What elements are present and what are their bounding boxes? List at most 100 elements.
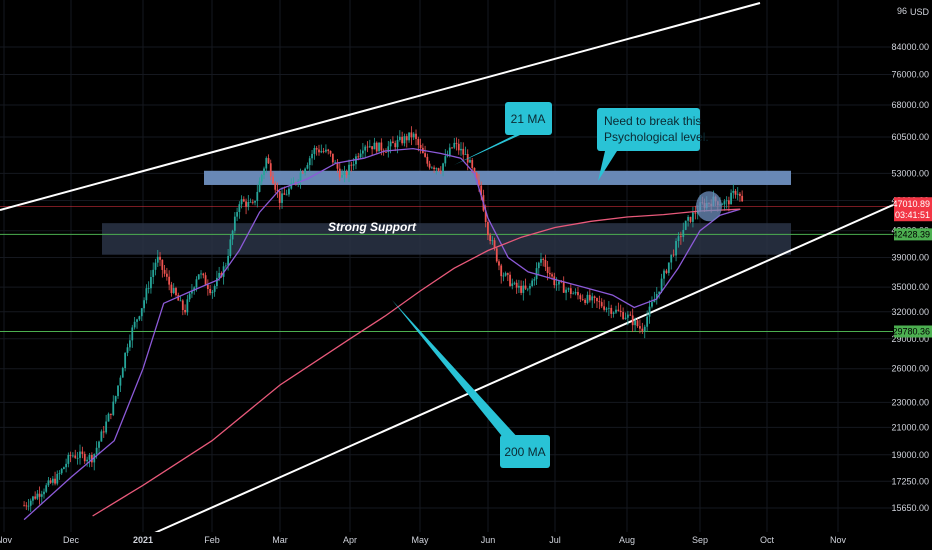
candle-body bbox=[206, 284, 209, 289]
candle-body bbox=[478, 179, 480, 186]
time-axis: Nov Dec 2021 Feb Mar Apr May Jun Jul Aug Sep Oct Nov bbox=[0, 532, 932, 550]
candle-body bbox=[350, 164, 353, 166]
candle-body bbox=[343, 171, 346, 176]
candle-body bbox=[593, 296, 596, 298]
candle-body bbox=[542, 258, 545, 260]
candle-body bbox=[345, 171, 348, 176]
badge-countdown: 03:41:51 bbox=[895, 210, 930, 220]
candle-body bbox=[290, 182, 293, 189]
candle-body bbox=[670, 254, 673, 263]
candle-body bbox=[629, 314, 632, 316]
candle-body bbox=[665, 270, 668, 273]
candle-body bbox=[138, 316, 141, 320]
candle-body bbox=[428, 163, 431, 168]
candle-body bbox=[218, 272, 221, 278]
candle-body bbox=[25, 505, 28, 507]
candle-body bbox=[655, 294, 658, 300]
channel-lines-layer bbox=[0, 2, 894, 536]
horizontal-lines-layer bbox=[0, 205, 893, 332]
candle-body bbox=[385, 151, 387, 153]
candle-body bbox=[457, 143, 460, 151]
time-tick-label: Mar bbox=[272, 535, 288, 545]
candle-body bbox=[163, 269, 166, 274]
candle-body bbox=[495, 248, 498, 262]
candle-body bbox=[727, 200, 730, 205]
candle-body bbox=[473, 167, 476, 173]
price-tick-label-partial: 96 bbox=[897, 6, 907, 16]
time-tick-label: Oct bbox=[760, 535, 775, 545]
candle-body bbox=[272, 176, 274, 184]
time-axis-bg bbox=[0, 532, 932, 550]
candle-body bbox=[373, 142, 376, 150]
candle-body bbox=[119, 377, 122, 386]
time-tick-label: Feb bbox=[204, 535, 220, 545]
time-tick-label: Apr bbox=[343, 535, 357, 545]
candle-body bbox=[240, 199, 243, 205]
candle-body bbox=[195, 279, 198, 288]
callout-break-text-line1: Need to break this bbox=[604, 114, 701, 128]
candle-body bbox=[245, 201, 247, 207]
price-tick-label: 39000.00 bbox=[891, 252, 929, 262]
candle-body bbox=[38, 493, 41, 497]
candle-body bbox=[682, 229, 685, 238]
candle-body bbox=[651, 302, 653, 307]
candle-body bbox=[311, 153, 313, 159]
candle-body bbox=[736, 193, 739, 195]
candle-body bbox=[610, 307, 613, 314]
candle-body bbox=[579, 295, 582, 300]
candle-body bbox=[522, 285, 525, 293]
badge-level bbox=[894, 228, 932, 241]
price-tick-label: 15650.00 bbox=[891, 503, 929, 513]
candle-body bbox=[375, 142, 378, 152]
candle-body bbox=[227, 256, 230, 266]
candle-body bbox=[544, 259, 547, 267]
candle-body bbox=[498, 261, 500, 266]
candle-body bbox=[156, 256, 159, 263]
candle-body bbox=[389, 141, 392, 147]
candle-body bbox=[725, 200, 728, 202]
candle-body bbox=[732, 190, 735, 193]
time-tick-label: Dec bbox=[63, 535, 80, 545]
candle-body bbox=[442, 163, 444, 172]
candle-body bbox=[675, 241, 677, 256]
candle-body bbox=[553, 276, 556, 286]
time-tick-label: Sep bbox=[692, 535, 708, 545]
currency-label: USD bbox=[910, 7, 930, 17]
ma-200-line bbox=[92, 208, 741, 517]
candle-body bbox=[612, 312, 615, 314]
candle-body bbox=[102, 431, 105, 433]
callouts-layer: 21 MA Need to break this Psychological lev… bbox=[392, 102, 709, 468]
candle-body bbox=[229, 239, 232, 257]
candle-body bbox=[577, 292, 579, 296]
candle-body bbox=[254, 200, 256, 203]
upper-channel-line bbox=[0, 2, 761, 211]
candle-body bbox=[191, 290, 193, 294]
candle-body bbox=[548, 272, 551, 275]
candle-body bbox=[338, 168, 341, 178]
candle-body bbox=[520, 285, 522, 293]
candle-body bbox=[500, 265, 503, 277]
candle-body bbox=[694, 212, 697, 214]
candle-body bbox=[551, 274, 553, 277]
candle-body bbox=[315, 148, 318, 150]
candle-body bbox=[209, 288, 212, 294]
time-tick-label: Jul bbox=[549, 535, 561, 545]
candle-body bbox=[596, 297, 598, 302]
candle-body bbox=[331, 153, 334, 163]
candle-body bbox=[71, 455, 74, 457]
candle-body bbox=[529, 285, 531, 289]
candle-body bbox=[95, 447, 98, 455]
candle-body bbox=[387, 146, 390, 153]
candle-body bbox=[267, 158, 270, 164]
candle-body bbox=[292, 182, 295, 184]
candle-body bbox=[88, 455, 91, 460]
candle-body bbox=[67, 454, 70, 464]
price-tick-label: 53000.00 bbox=[891, 168, 929, 178]
candle-body bbox=[65, 463, 68, 468]
candle-body bbox=[689, 216, 692, 222]
candle-body bbox=[506, 273, 509, 275]
candle-body bbox=[172, 288, 175, 293]
candle-body bbox=[624, 317, 627, 319]
candle-body bbox=[394, 143, 397, 148]
